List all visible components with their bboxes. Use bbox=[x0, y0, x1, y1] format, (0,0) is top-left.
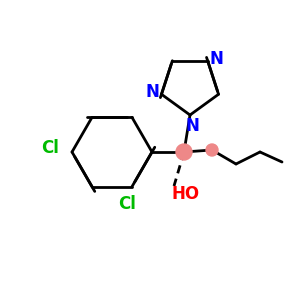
Text: Cl: Cl bbox=[41, 139, 59, 157]
Text: HO: HO bbox=[172, 185, 200, 203]
Text: Cl: Cl bbox=[118, 195, 136, 213]
Circle shape bbox=[176, 144, 192, 160]
Text: N: N bbox=[185, 117, 199, 135]
Circle shape bbox=[206, 144, 218, 156]
Text: N: N bbox=[146, 83, 159, 101]
Text: N: N bbox=[210, 50, 224, 68]
